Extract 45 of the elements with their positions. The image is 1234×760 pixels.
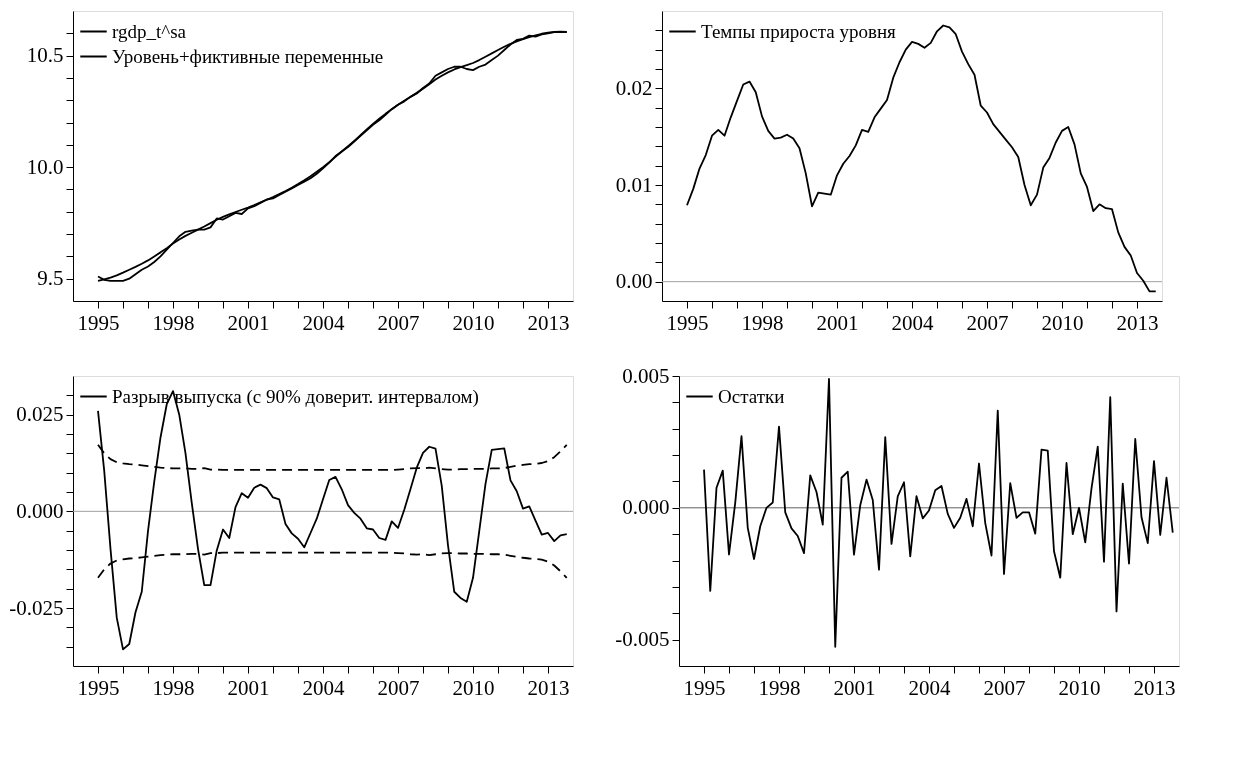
x-tick-label: 2001 [227, 310, 270, 335]
x-tick-label: 2007 [377, 675, 420, 700]
y-tick-label: 10.0 [26, 154, 64, 179]
x-tick-label: 1998 [152, 675, 195, 700]
x-tick-label: 2010 [452, 675, 495, 700]
x-tick-label: 1998 [152, 310, 195, 335]
x-tick-label: 1995 [77, 310, 120, 335]
x-tick-label: 2010 [452, 310, 495, 335]
x-tick-label: 1998 [758, 675, 801, 700]
y-tick-label: 0.025 [16, 402, 64, 427]
y-tick-label: 0.00 [615, 269, 653, 294]
legend-label: Разрыв выпуска (с 90% доверит. интервалом) [112, 385, 479, 408]
x-tick-label: 2001 [227, 675, 270, 700]
x-tick-label: 2013 [527, 675, 570, 700]
x-tick-label: 2004 [302, 310, 345, 335]
x-tick-label: 2007 [966, 310, 1009, 335]
y-tick-label: 0.000 [622, 495, 670, 520]
x-tick-label: 2007 [377, 310, 420, 335]
legend-label: rgdp_t^sa [112, 20, 187, 42]
x-tick-label: 2007 [983, 675, 1026, 700]
y-tick-label: -0.025 [9, 595, 64, 620]
x-tick-label: 1995 [683, 675, 726, 700]
x-tick-label: 2004 [891, 310, 934, 335]
y-tick-label: 0.01 [615, 172, 653, 197]
x-tick-label: 2013 [527, 310, 570, 335]
x-tick-label: 2013 [1133, 675, 1176, 700]
x-tick-label: 2010 [1041, 310, 1084, 335]
x-tick-label: 2010 [1058, 675, 1101, 700]
x-tick-label: 2001 [833, 675, 876, 700]
x-tick-label: 1995 [666, 310, 709, 335]
y-tick-label: -0.005 [615, 627, 670, 652]
legend-label: Уровень+фиктивные переменные [112, 45, 384, 67]
x-tick-label: 2004 [302, 675, 345, 700]
y-tick-label: 0.000 [16, 498, 64, 523]
y-tick-label: 0.02 [615, 75, 653, 100]
y-tick-label: 9.5 [37, 266, 64, 291]
x-tick-label: 1998 [741, 310, 784, 335]
x-tick-label: 2001 [816, 310, 859, 335]
y-tick-label: 10.5 [26, 43, 64, 68]
y-tick-label: 0.005 [622, 363, 670, 388]
legend-label: Темпы прироста уровня [701, 20, 897, 42]
x-tick-label: 2013 [1116, 310, 1159, 335]
legend-label: Остатки [718, 385, 785, 407]
x-tick-label: 1995 [77, 675, 120, 700]
x-tick-label: 2004 [908, 675, 951, 700]
